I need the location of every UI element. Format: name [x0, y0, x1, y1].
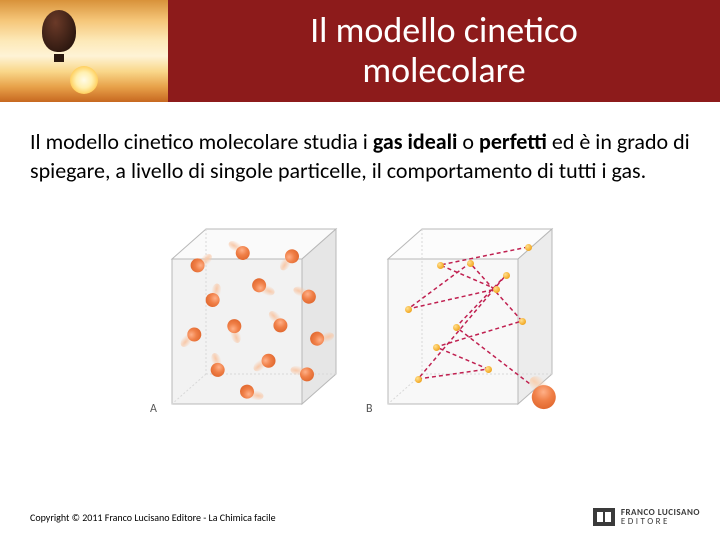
- publisher-logo-text: FRANCO LUCISANO EDITORE: [621, 508, 700, 526]
- title-line-2: molecolare: [362, 51, 525, 91]
- publisher-logo-icon: [593, 508, 615, 526]
- text-bold-1: gas ideali: [373, 128, 458, 155]
- slide-content: Il modello cinetico molecolare studia i …: [0, 102, 720, 414]
- text-mid: o: [457, 128, 479, 155]
- gas-molecule-icon: [203, 288, 224, 309]
- publisher-logo: FRANCO LUCISANO EDITORE: [593, 508, 700, 526]
- diagram-cube-b: B: [378, 219, 558, 414]
- slide-footer: Copyright © 2011 Franco Lucisano Editore…: [30, 508, 700, 526]
- title-line-1: Il modello cinetico: [310, 11, 578, 51]
- gas-molecule-icon: [239, 382, 260, 403]
- diagram-cube-a: A: [162, 219, 342, 414]
- diagram-row: A B: [30, 219, 690, 414]
- publisher-name-line2: EDITORE: [621, 517, 700, 526]
- cube-a-label: A: [150, 402, 157, 416]
- body-paragraph: Il modello cinetico molecolare studia i …: [30, 128, 690, 185]
- copyright-text: Copyright © 2011 Franco Lucisano Editore…: [30, 511, 276, 524]
- text-bold-2: perfetti: [479, 128, 547, 155]
- header-title-container: Il modello cinetico molecolare: [168, 0, 720, 102]
- sun-icon: [70, 66, 98, 94]
- text-pre: Il modello cinetico molecolare studia i: [30, 128, 373, 155]
- slide-header: Il modello cinetico molecolare: [0, 0, 720, 102]
- cube-b-label: B: [366, 402, 373, 416]
- hot-air-balloon-icon: [42, 10, 76, 62]
- gas-molecule-icon: [295, 364, 316, 385]
- header-image-balloon-sunset: [0, 0, 168, 102]
